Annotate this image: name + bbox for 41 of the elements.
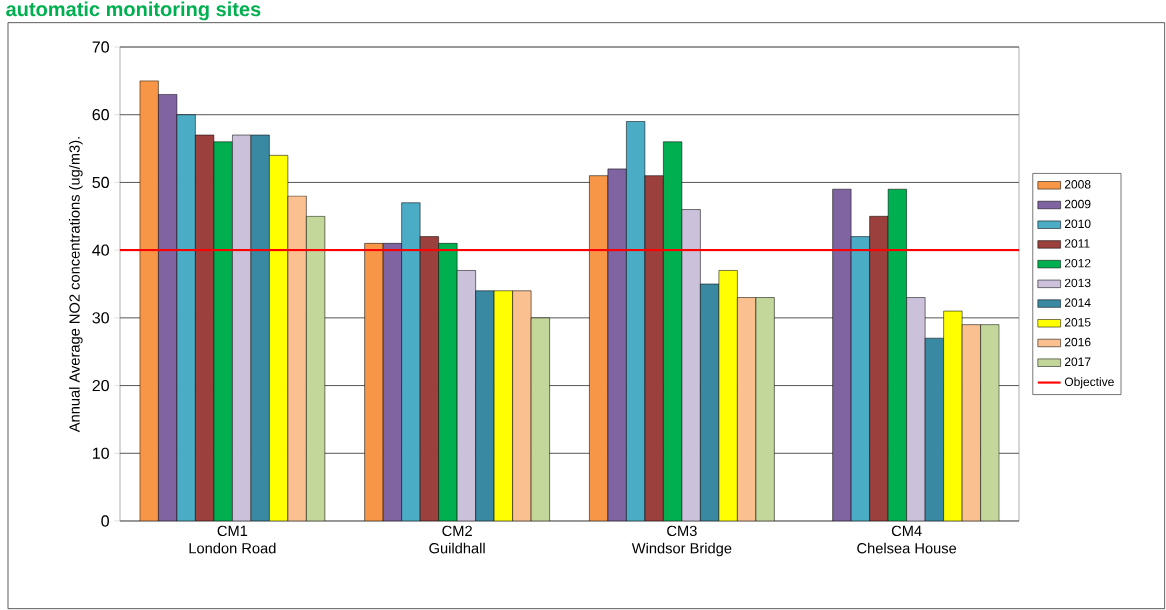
chart-title: automatic monitoring sites bbox=[6, 1, 261, 21]
legend-label: 2014 bbox=[1064, 298, 1091, 307]
y-tick-label: 30 bbox=[92, 312, 109, 324]
legend-label: 2010 bbox=[1064, 219, 1091, 229]
y-axis-title: Annual Average NO2 concentrations (ug/m3). bbox=[68, 137, 83, 433]
x-tick-label: CM2 Guildhall bbox=[429, 525, 485, 554]
y-tick-label: 70 bbox=[92, 41, 109, 53]
bar bbox=[607, 168, 627, 521]
x-tick-label: CM4 Chelsea House bbox=[857, 525, 957, 554]
bar bbox=[718, 270, 738, 521]
bar bbox=[287, 195, 307, 521]
bar bbox=[512, 290, 532, 521]
bar bbox=[832, 188, 852, 521]
y-tick-label: 20 bbox=[92, 379, 109, 392]
y-tick-label: 60 bbox=[92, 109, 109, 121]
bar bbox=[961, 324, 981, 521]
bar bbox=[158, 94, 178, 521]
legend-label: 2013 bbox=[1064, 278, 1091, 288]
y-tick-label: 40 bbox=[92, 244, 109, 256]
bar bbox=[401, 202, 421, 521]
bar bbox=[493, 290, 513, 521]
bar bbox=[850, 236, 870, 521]
legend-label: 2012 bbox=[1064, 258, 1091, 268]
x-tick-label: CM3 Windsor Bridge bbox=[631, 525, 732, 557]
legend-label: 2015 bbox=[1064, 318, 1091, 327]
bar bbox=[382, 243, 402, 521]
bar bbox=[737, 297, 757, 521]
legend-label: 2017 bbox=[1064, 357, 1091, 367]
legend-label: 2016 bbox=[1064, 337, 1091, 347]
y-tick-label: 0 bbox=[101, 515, 109, 527]
x-tick-label: CM1 London Road bbox=[189, 525, 276, 554]
legend-label: 2011 bbox=[1064, 239, 1090, 248]
legend-label: 2009 bbox=[1064, 199, 1091, 209]
bar bbox=[269, 155, 289, 521]
bar bbox=[626, 121, 646, 521]
legend-label: Objective bbox=[1064, 377, 1114, 389]
legend-label: 2008 bbox=[1064, 180, 1091, 189]
bar bbox=[943, 310, 963, 521]
y-tick-label: 10 bbox=[93, 447, 109, 459]
y-tick-label: 50 bbox=[92, 176, 109, 189]
bar bbox=[176, 114, 196, 521]
